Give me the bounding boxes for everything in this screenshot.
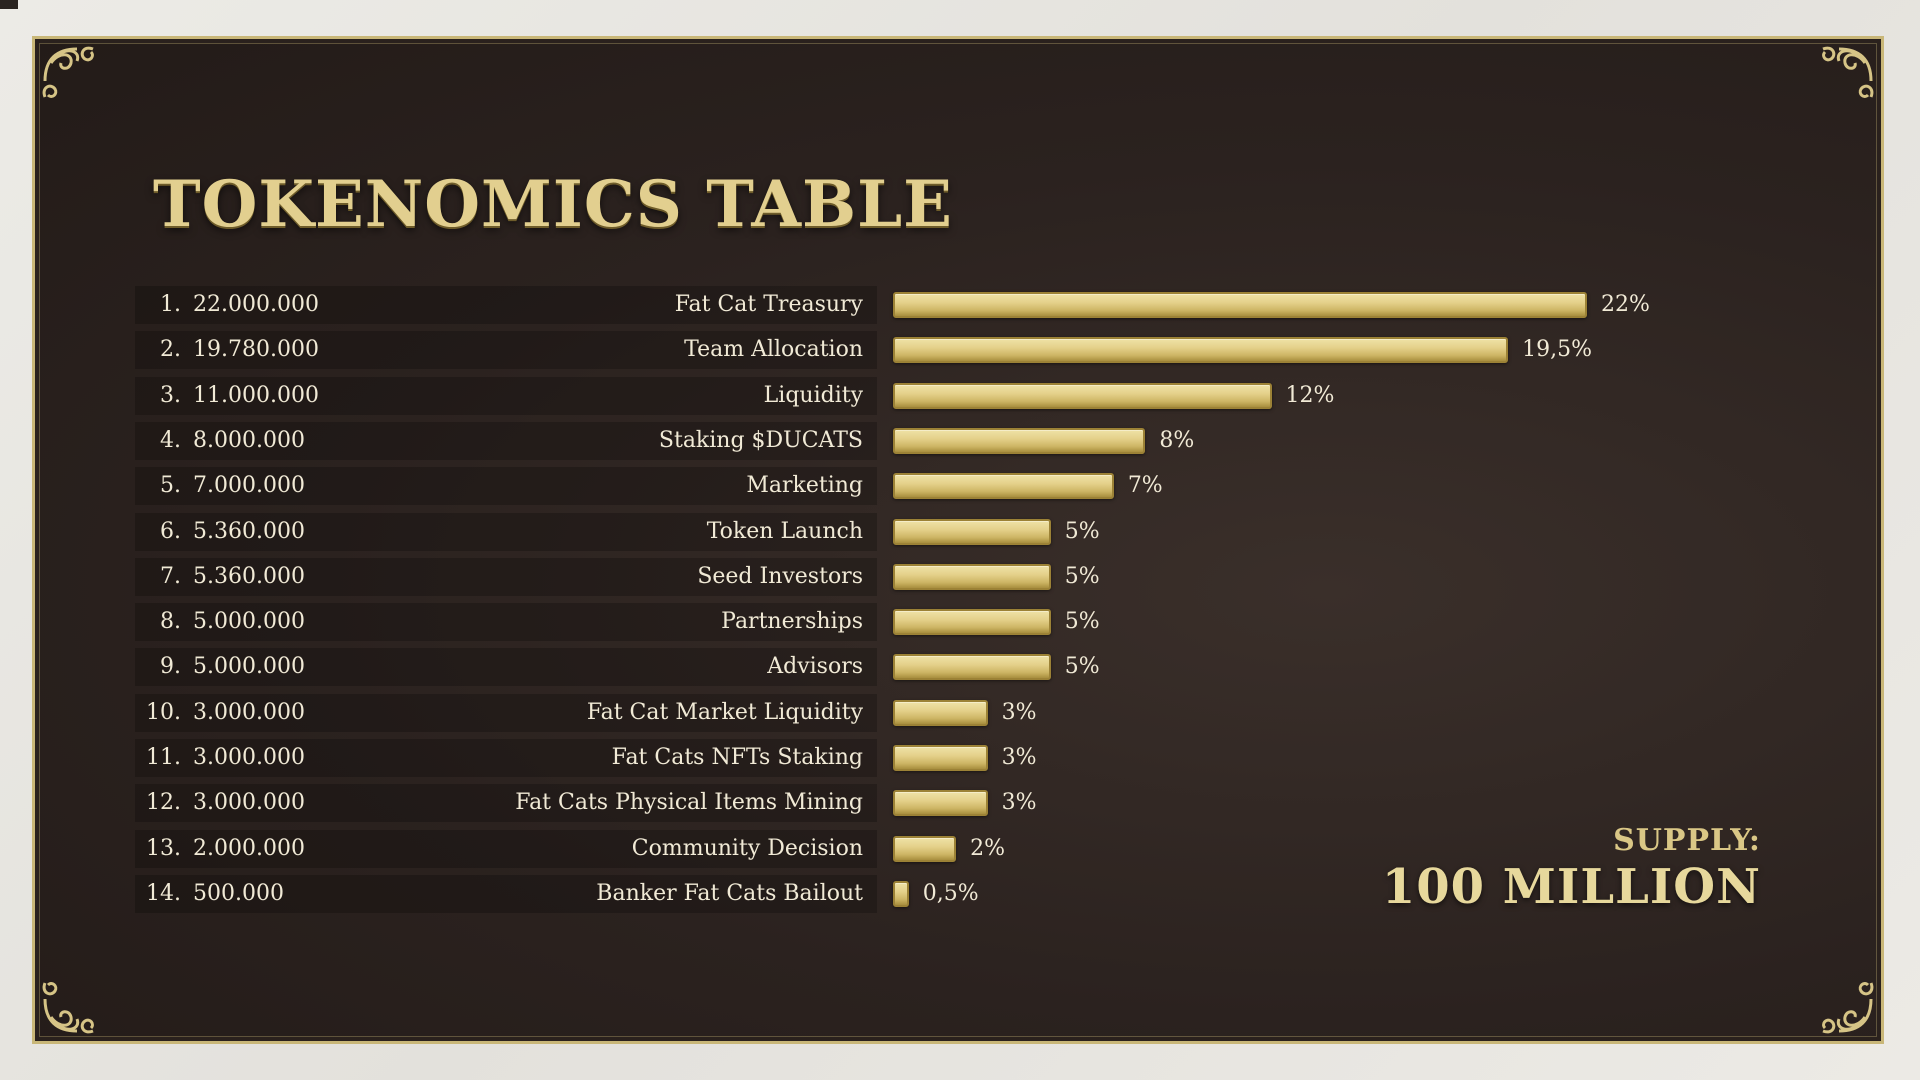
table-row — [135, 739, 877, 777]
row-category-label: Fat Cats Physical Items Mining — [515, 790, 863, 816]
row-rank: 5. — [160, 473, 181, 499]
row-rank: 7. — [160, 563, 181, 589]
table-row — [135, 286, 877, 324]
row-amount: 7.000.000 — [193, 473, 305, 499]
row-rank: 1. — [160, 292, 181, 317]
corner-chip — [0, 0, 18, 9]
ornament-bottom-right-icon — [1799, 959, 1879, 1039]
row-rank: 10. — [146, 699, 181, 725]
row-amount: 3.000.000 — [193, 699, 305, 725]
table-row — [135, 829, 877, 868]
row-amount: 3.000.000 — [193, 745, 305, 770]
row-category-label: Team Allocation — [684, 337, 863, 363]
supply-value: 100 MILLION — [1381, 859, 1761, 915]
table-row — [135, 603, 877, 642]
row-amount: 11.000.000 — [193, 382, 319, 408]
bar-4 — [893, 427, 1146, 454]
row-rank: 8. — [160, 609, 181, 635]
row-category-label: Seed Investors — [697, 563, 863, 589]
bar-value-label: 8% — [1159, 427, 1195, 453]
bar-value-label: 5% — [1064, 518, 1100, 544]
row-category-label: Marketing — [746, 473, 863, 499]
bar-value-label: 2% — [970, 835, 1005, 861]
row-rank: 12. — [146, 790, 181, 816]
bar-11 — [893, 745, 988, 771]
bar-value-label: 3% — [1001, 745, 1037, 770]
ornament-top-right-icon — [1799, 41, 1879, 121]
row-amount: 2.000.000 — [193, 835, 305, 861]
row-amount: 3.000.000 — [193, 790, 305, 816]
row-rank: 3. — [160, 382, 181, 408]
table-row — [135, 331, 877, 370]
row-category-label: Advisors — [767, 654, 863, 680]
row-category-label: Fat Cats NFTs Staking — [611, 745, 863, 770]
bar-8 — [893, 609, 1051, 636]
row-category-label: Fat Cat Treasury — [674, 292, 863, 317]
bar-value-label: 5% — [1064, 563, 1100, 589]
row-rank: 4. — [160, 427, 181, 453]
bar-12 — [893, 790, 988, 817]
bar-value-label: 19,5% — [1522, 337, 1593, 363]
row-category-label: Partnerships — [721, 609, 863, 635]
row-amount: 8.000.000 — [193, 427, 305, 453]
bar-7 — [893, 563, 1051, 590]
bar-value-label: 3% — [1001, 790, 1037, 816]
bar-5 — [893, 473, 1114, 500]
row-amount: 5.360.000 — [193, 563, 305, 589]
row-amount: 5.000.000 — [193, 609, 305, 635]
bar-value-label: 0,5% — [922, 880, 979, 906]
row-category-label: Community Decision — [631, 835, 863, 861]
row-rank: 11. — [146, 745, 181, 770]
bar-6 — [893, 518, 1051, 545]
bar-value-label: 3% — [1001, 699, 1037, 725]
row-amount: 500.000 — [193, 880, 284, 906]
table-row — [135, 421, 877, 460]
page-title: TOKENOMICS TABLE — [153, 167, 953, 242]
bar-9 — [893, 654, 1051, 681]
bar-13 — [893, 835, 957, 862]
tokenomics-frame: TOKENOMICS TABLE 1. 22.000.000 Fat Cat Tre… — [32, 36, 1884, 1044]
bar-1 — [893, 292, 1587, 318]
row-category-label: Fat Cat Market Liquidity — [586, 699, 863, 725]
row-amount: 5.360.000 — [193, 518, 305, 544]
bar-value-label: 5% — [1064, 609, 1100, 635]
row-category-label: Token Launch — [706, 518, 863, 544]
bar-value-label: 12% — [1285, 382, 1335, 408]
row-rank: 9. — [160, 654, 181, 680]
table-row — [135, 784, 877, 823]
row-rank: 6. — [160, 518, 181, 544]
bar-3 — [893, 382, 1272, 409]
bar-2 — [893, 337, 1509, 364]
row-amount: 22.000.000 — [193, 292, 319, 317]
row-amount: 19.780.000 — [193, 337, 319, 363]
table-row — [135, 467, 877, 506]
bar-value-label: 22% — [1601, 292, 1650, 317]
row-category-label: Banker Fat Cats Bailout — [596, 880, 863, 906]
bar-value-label: 7% — [1127, 473, 1163, 499]
table-row — [135, 376, 877, 415]
ornament-bottom-left-icon — [37, 959, 117, 1039]
bar-14 — [893, 880, 909, 907]
supply-label: SUPPLY: — [1613, 823, 1761, 858]
row-rank: 13. — [146, 835, 181, 861]
row-category-label: Staking $DUCATS — [658, 427, 863, 453]
table-row — [135, 648, 877, 687]
table-row — [135, 693, 877, 732]
tokenomics-bar-chart: 1. 22.000.000 Fat Cat Treasury 22% 2. 19.780.… — [35, 39, 1887, 1047]
bar-value-label: 5% — [1064, 654, 1100, 680]
table-row — [135, 512, 877, 551]
row-amount: 5.000.000 — [193, 654, 305, 680]
row-rank: 2. — [160, 337, 181, 363]
row-rank: 14. — [146, 880, 181, 906]
ornament-top-left-icon — [37, 41, 117, 121]
row-category-label: Liquidity — [763, 382, 863, 408]
table-row — [135, 874, 877, 913]
bar-10 — [893, 699, 988, 726]
table-row — [135, 557, 877, 596]
